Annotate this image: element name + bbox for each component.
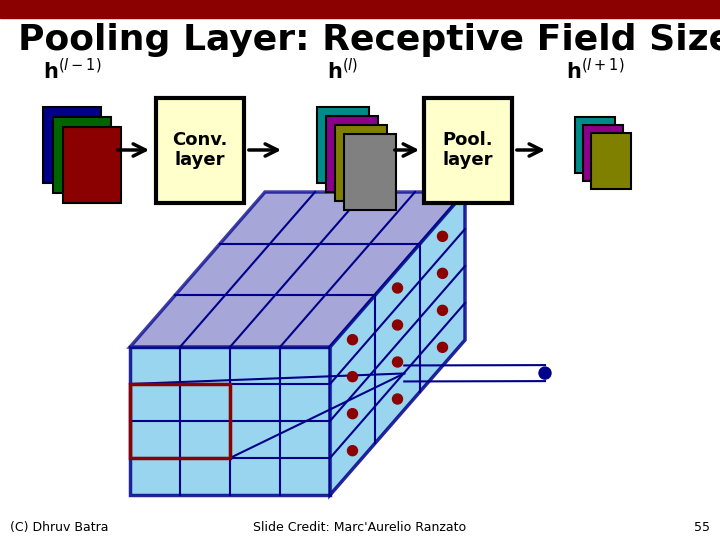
- Circle shape: [348, 335, 358, 345]
- Text: Conv.
layer: Conv. layer: [172, 131, 228, 170]
- Bar: [335, 125, 387, 201]
- Bar: [130, 384, 230, 458]
- Text: (C) Dhruv Batra: (C) Dhruv Batra: [10, 521, 109, 534]
- Circle shape: [539, 367, 551, 379]
- Circle shape: [348, 372, 358, 382]
- Bar: [43, 107, 101, 183]
- Text: Pooling Layer: Receptive Field Size: Pooling Layer: Receptive Field Size: [18, 23, 720, 57]
- Polygon shape: [130, 347, 330, 495]
- Text: $\mathbf{h}^{(l)}$: $\mathbf{h}^{(l)}$: [328, 58, 359, 83]
- Circle shape: [438, 268, 448, 278]
- Bar: [63, 127, 121, 203]
- Bar: [156, 98, 244, 202]
- Text: Pool.
layer: Pool. layer: [443, 131, 493, 170]
- Bar: [53, 117, 111, 193]
- Bar: [326, 116, 378, 192]
- Circle shape: [392, 283, 402, 293]
- Text: 55: 55: [694, 521, 710, 534]
- Circle shape: [438, 342, 448, 352]
- Circle shape: [438, 231, 448, 241]
- Circle shape: [392, 357, 402, 367]
- Bar: [575, 117, 615, 173]
- Polygon shape: [130, 192, 465, 347]
- Text: $\mathbf{h}^{(l+1)}$: $\mathbf{h}^{(l+1)}$: [566, 58, 624, 83]
- Circle shape: [392, 394, 402, 404]
- Text: Slide Credit: Marc'Aurelio Ranzato: Slide Credit: Marc'Aurelio Ranzato: [253, 521, 467, 534]
- Bar: [317, 107, 369, 183]
- Circle shape: [438, 305, 448, 315]
- Bar: [344, 134, 396, 210]
- Bar: [583, 125, 623, 181]
- Polygon shape: [330, 192, 465, 495]
- Circle shape: [348, 446, 358, 456]
- Bar: [0, 0, 720, 18]
- Bar: [424, 98, 512, 202]
- Bar: [591, 133, 631, 189]
- Circle shape: [392, 320, 402, 330]
- Text: $\mathbf{h}^{(l-1)}$: $\mathbf{h}^{(l-1)}$: [42, 58, 102, 83]
- Circle shape: [348, 409, 358, 419]
